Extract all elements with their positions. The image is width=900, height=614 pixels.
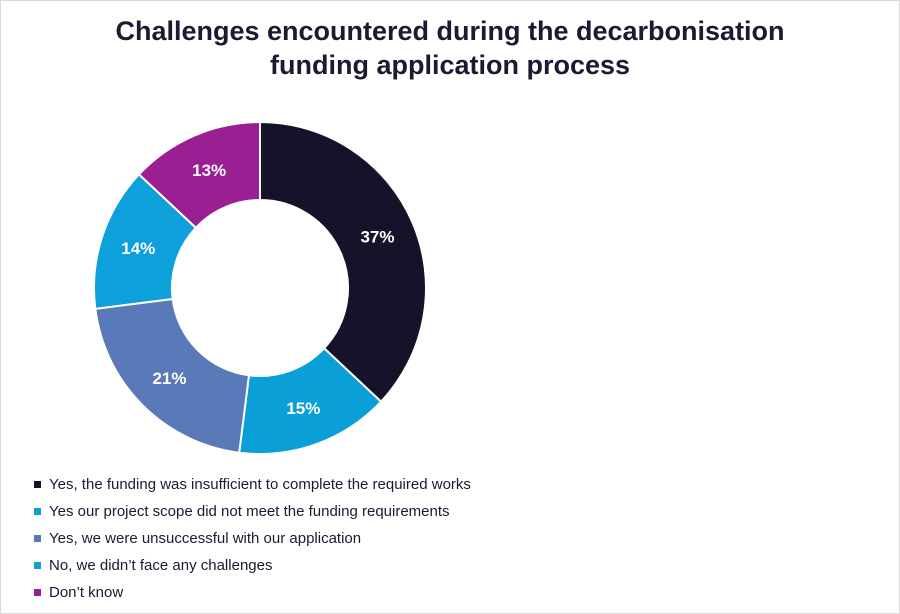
legend: Yes, the funding was insufficient to com… [34, 471, 471, 606]
legend-label-3: Yes, we were unsuccessful with our appli… [49, 529, 362, 547]
legend-label-4: No, we didn’t face any challenges [49, 556, 273, 574]
legend-label-2: Yes our project scope did not meet the f… [49, 502, 450, 520]
legend-swatch-4 [34, 562, 41, 569]
chart-title-line-1: Challenges encountered during the decarb… [115, 16, 785, 46]
slice-label-3: 21% [152, 369, 186, 388]
donut-slice-1 [259, 120, 427, 404]
legend-label-5: Don’t know [49, 583, 124, 601]
legend-label-1: Yes, the funding was insufficient to com… [49, 475, 471, 493]
legend-swatch-2 [34, 508, 41, 515]
legend-item-3: Yes, we were unsuccessful with our appli… [34, 525, 471, 552]
donut-slices [93, 120, 427, 455]
legend-item-4: No, we didn’t face any challenges [34, 552, 471, 579]
chart-title-line-2: funding application process [269, 50, 631, 80]
legend-swatch-3 [34, 535, 41, 542]
slice-label-1: 37% [360, 228, 394, 247]
legend-swatch-5 [34, 589, 41, 596]
donut-slice-5 [137, 120, 261, 230]
donut-labels: 37% 15% 21% 14% 13% [121, 161, 394, 418]
legend-item-2: Yes our project scope did not meet the f… [34, 498, 471, 525]
chart-title: Challenges encountered during the decarb… [0, 14, 900, 82]
slice-label-2: 15% [286, 399, 320, 418]
slice-label-4: 14% [121, 239, 155, 258]
legend-swatch-1 [34, 481, 41, 488]
donut-slice-3 [94, 297, 251, 454]
legend-item-1: Yes, the funding was insufficient to com… [34, 471, 471, 498]
legend-item-5: Don’t know [34, 579, 471, 606]
slice-label-5: 13% [192, 161, 226, 180]
